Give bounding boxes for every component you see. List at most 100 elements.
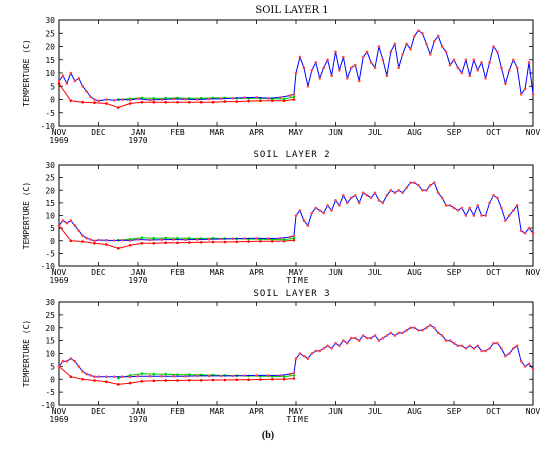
data-point (267, 96, 270, 100)
data-point (440, 334, 444, 337)
data-point (326, 344, 329, 348)
data-point (421, 189, 424, 192)
chart-title: SOIL LAYER 2 (253, 150, 330, 160)
data-point (117, 106, 120, 109)
data-point (472, 58, 476, 62)
data-point (282, 238, 286, 241)
data-point (271, 99, 274, 103)
data-point (421, 32, 424, 35)
data-point (310, 69, 314, 72)
series-0 (57, 365, 296, 386)
data-point (176, 100, 179, 104)
data-point (405, 42, 408, 46)
data-point (346, 201, 349, 205)
data-point (488, 201, 491, 205)
data-point (318, 209, 322, 212)
data-point (93, 379, 96, 382)
data-point (527, 362, 531, 366)
data-point (444, 50, 448, 54)
data-point (199, 100, 203, 104)
chart-title: SOIL LAYER 1 (255, 5, 328, 16)
data-point (330, 209, 333, 212)
data-point (160, 238, 163, 241)
data-point (73, 224, 77, 227)
x-tick-label: NOV (526, 128, 541, 137)
x-tick-label: JAN (131, 268, 146, 277)
data-point (77, 365, 81, 368)
data-point (255, 96, 258, 99)
data-point (342, 194, 345, 197)
data-point (120, 238, 124, 242)
data-point (452, 58, 456, 62)
data-point (292, 234, 296, 237)
data-point (164, 372, 167, 376)
data-point (160, 98, 163, 101)
data-point (318, 349, 322, 353)
data-point (350, 66, 353, 69)
data-point (292, 92, 296, 96)
data-point (357, 339, 361, 342)
data-point (381, 336, 385, 340)
x-tick-year-label: 1969 (49, 415, 68, 424)
data-point (472, 347, 476, 350)
data-point (346, 77, 349, 80)
data-point (369, 196, 373, 200)
data-point (488, 347, 491, 350)
data-point (57, 365, 61, 368)
data-point (440, 196, 444, 200)
data-point (164, 100, 167, 104)
x-tick-label: DEC (91, 128, 106, 137)
data-point (152, 242, 156, 245)
data-point (334, 199, 337, 202)
data-point (433, 39, 436, 43)
data-point (188, 379, 191, 382)
data-point (223, 240, 227, 244)
data-point (365, 336, 369, 340)
data-point (354, 194, 357, 197)
data-point (140, 372, 144, 375)
data-point (318, 77, 322, 80)
data-point (334, 341, 337, 345)
data-point (93, 242, 96, 245)
y-tick-label: -10 (41, 401, 56, 410)
x-tick-year-label: 1970 (128, 415, 147, 424)
data-point (282, 378, 286, 381)
y-tick-label: 30 (45, 16, 55, 25)
x-tick-label: JAN (131, 407, 146, 416)
data-point (247, 240, 250, 243)
data-point (136, 97, 140, 100)
data-point (77, 229, 81, 232)
y-tick-label: -10 (41, 262, 56, 271)
data-point (527, 61, 531, 64)
data-point (61, 219, 65, 222)
x-tick-year-label: 1970 (128, 136, 147, 145)
data-point (199, 241, 203, 244)
data-point (113, 375, 116, 379)
data-point (184, 97, 187, 101)
data-point (500, 206, 503, 210)
data-point (73, 359, 77, 363)
data-point (278, 96, 282, 99)
data-point (105, 98, 108, 101)
data-point (397, 189, 401, 192)
x-tick-label: DEC (91, 268, 106, 277)
data-point (330, 347, 333, 350)
data-point (57, 79, 61, 83)
data-point (128, 381, 132, 385)
series-line (118, 373, 295, 379)
x-axis-label: TIME (286, 415, 309, 424)
data-point (389, 189, 393, 192)
data-point (247, 99, 250, 103)
x-tick-label: JUL (368, 407, 383, 416)
data-point (361, 334, 365, 337)
x-tick-label: MAY (289, 407, 304, 416)
data-point (207, 97, 211, 101)
data-point (456, 209, 460, 212)
data-point (523, 231, 527, 235)
data-point (385, 334, 389, 337)
data-point (393, 334, 397, 337)
data-point (409, 181, 412, 184)
x-tick-label: NOV (52, 128, 67, 137)
data-point (476, 344, 480, 348)
